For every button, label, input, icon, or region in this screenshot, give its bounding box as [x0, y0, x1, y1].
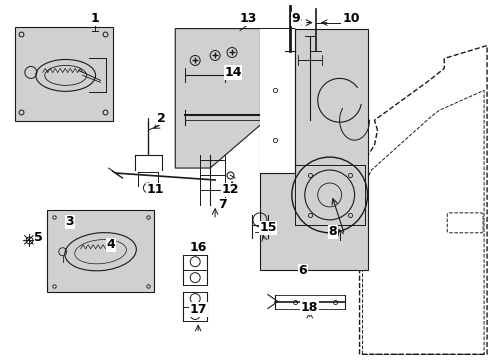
Text: 7: 7 — [217, 198, 226, 211]
Polygon shape — [175, 28, 294, 168]
Text: 9: 9 — [291, 12, 300, 25]
Text: 5: 5 — [34, 231, 43, 244]
FancyBboxPatch shape — [260, 28, 367, 270]
Text: 8: 8 — [327, 225, 336, 238]
Text: 1: 1 — [90, 12, 99, 25]
FancyBboxPatch shape — [47, 210, 154, 292]
Text: 4: 4 — [106, 238, 115, 251]
Text: 16: 16 — [189, 241, 206, 254]
Text: 3: 3 — [65, 215, 74, 228]
Text: 11: 11 — [146, 184, 164, 197]
Text: 17: 17 — [189, 303, 206, 316]
Text: 15: 15 — [259, 221, 276, 234]
FancyBboxPatch shape — [260, 28, 294, 173]
Text: 6: 6 — [298, 264, 306, 277]
FancyBboxPatch shape — [15, 27, 112, 121]
Text: 10: 10 — [342, 12, 360, 25]
Text: 14: 14 — [224, 66, 241, 79]
Text: 2: 2 — [157, 112, 165, 125]
Text: 12: 12 — [221, 184, 238, 197]
Text: 18: 18 — [301, 301, 318, 314]
Text: 13: 13 — [239, 12, 256, 25]
